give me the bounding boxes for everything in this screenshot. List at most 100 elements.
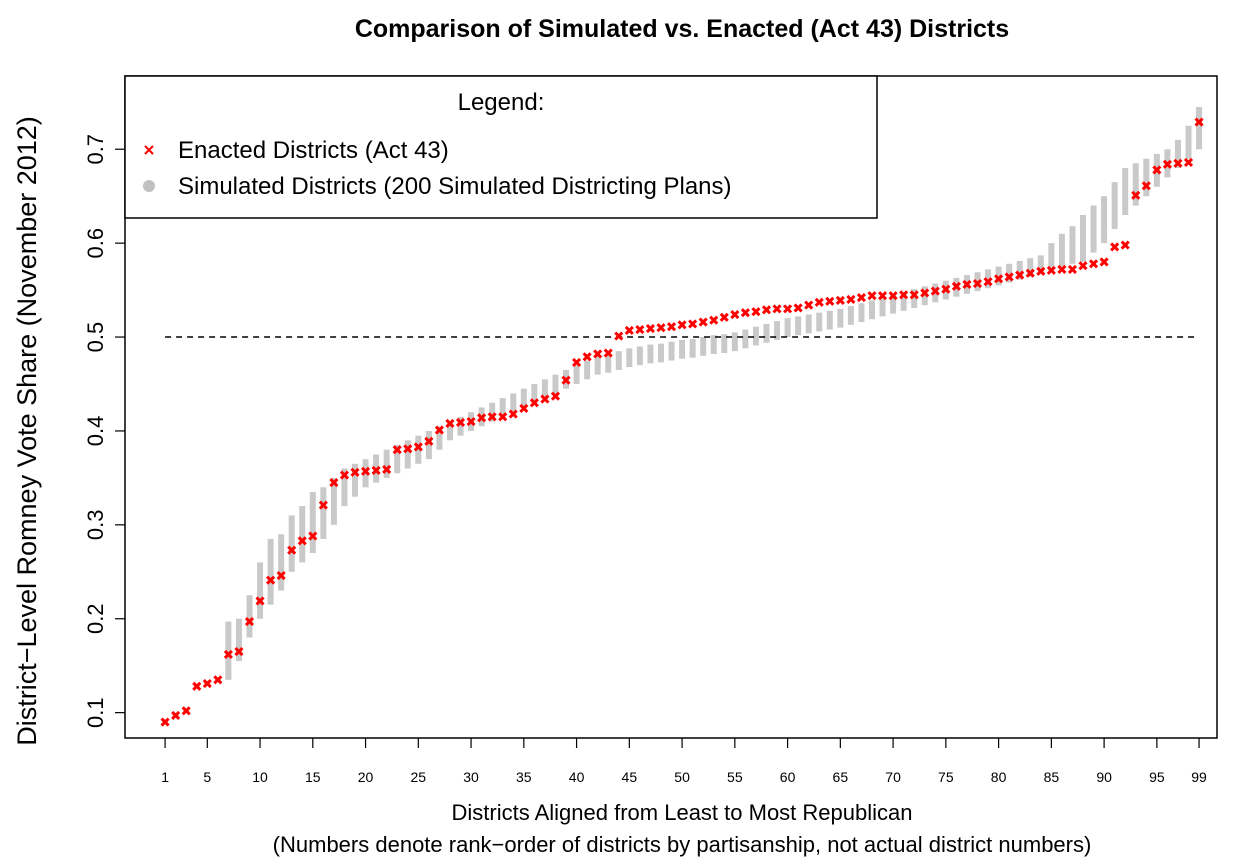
simulated-range — [721, 334, 728, 354]
x-tick-label: 75 — [938, 769, 954, 785]
enacted-point — [751, 307, 761, 317]
simulated-range — [394, 445, 401, 474]
legend-box — [124, 75, 878, 219]
enacted-point — [761, 305, 772, 315]
x-tick-label: 95 — [1149, 769, 1165, 785]
simulated-range — [710, 335, 717, 354]
enacted-point — [360, 466, 371, 476]
enacted-point — [877, 291, 888, 301]
y-tick-label: 0.2 — [83, 603, 108, 634]
simulated-range — [1132, 163, 1139, 206]
y-tick-label: 0.1 — [83, 697, 108, 728]
x-axis-label: Districts Aligned from Least to Most Rep… — [452, 800, 913, 825]
enacted-point — [266, 575, 276, 585]
x-tick-label: 50 — [674, 769, 690, 785]
enacted-point — [1067, 264, 1078, 274]
enacted-point — [1141, 181, 1151, 191]
simulated-range — [1185, 125, 1192, 159]
enacted-point — [434, 425, 444, 435]
enacted-point — [856, 293, 867, 303]
enacted-point — [688, 319, 698, 329]
enacted-point — [994, 274, 1004, 284]
enacted-point — [181, 706, 191, 716]
enacted-point — [962, 279, 972, 290]
simulated-range — [584, 360, 591, 380]
simulated-range — [657, 343, 664, 363]
simulated-range — [457, 416, 464, 436]
enacted-point — [371, 465, 381, 475]
enacted-point — [899, 290, 909, 300]
enacted-point — [603, 348, 613, 358]
simulated-range — [1196, 106, 1203, 150]
simulated-range — [309, 491, 316, 554]
x-tick-label: 60 — [780, 769, 796, 785]
enacted-point — [1120, 240, 1130, 250]
legend-simulated-label: Simulated Districts (200 Simulated Distr… — [178, 173, 732, 200]
simulated-range — [879, 297, 886, 317]
simulated-range — [816, 312, 823, 332]
simulated-range — [499, 398, 506, 417]
enacted-point — [1194, 117, 1204, 127]
enacted-point — [909, 290, 919, 300]
simulated-range — [299, 506, 306, 563]
simulated-range — [700, 337, 707, 356]
enacted-point — [867, 291, 877, 301]
enacted-point — [719, 312, 729, 322]
enacted-point — [234, 647, 244, 657]
enacted-point — [255, 596, 265, 606]
enacted-point — [477, 413, 487, 423]
x-tick-label: 1 — [161, 769, 169, 785]
enacted-point — [1004, 272, 1014, 282]
simulated-range — [352, 463, 359, 497]
simulated-range — [1080, 214, 1087, 262]
legend-enacted-label: Enacted Districts (Act 43) — [178, 137, 449, 164]
enacted-point — [213, 675, 223, 685]
enacted-point — [1131, 190, 1141, 200]
x-tick-label: 15 — [305, 769, 321, 785]
x-tick-label: 10 — [252, 769, 268, 785]
enacted-point — [1183, 157, 1194, 167]
simulated-range — [647, 344, 654, 364]
enacted-point — [814, 297, 824, 307]
y-tick-label: 0.5 — [83, 322, 108, 353]
simulated-range — [541, 379, 548, 399]
simulated-range — [415, 435, 422, 464]
simulated-range — [1058, 233, 1065, 267]
y-tick-label: 0.6 — [83, 228, 108, 259]
x-tick-label: 55 — [727, 769, 743, 785]
x-tick-label: 5 — [203, 769, 211, 785]
simulated-range — [520, 388, 527, 408]
simulated-range — [278, 534, 285, 591]
simulated-range — [1122, 168, 1129, 215]
enacted-point — [287, 545, 297, 555]
legend-enacted-symbol — [144, 145, 154, 155]
enacted-point — [1025, 268, 1035, 278]
simulated-range — [1069, 226, 1076, 264]
simulated-range — [1174, 139, 1181, 169]
simulated-range — [911, 289, 918, 308]
enacted-point — [171, 710, 181, 721]
simulated-range — [425, 430, 432, 460]
simulated-range — [225, 621, 232, 680]
simulated-range — [615, 351, 622, 370]
enacted-point — [466, 416, 476, 427]
simulated-range — [257, 562, 264, 619]
simulated-range — [288, 515, 295, 572]
enacted-point — [297, 536, 307, 546]
enacted-point — [382, 464, 392, 475]
enacted-point — [445, 418, 455, 428]
enacted-point — [455, 417, 466, 428]
enacted-point — [582, 352, 592, 362]
simulated-range — [341, 468, 348, 507]
enacted-point — [1110, 242, 1120, 252]
simulated-range — [868, 300, 875, 320]
enacted-point — [1152, 165, 1162, 175]
legend-title: Legend: — [458, 89, 545, 116]
simulated-range — [552, 374, 559, 394]
legend: Legend: Enacted Districts (Act 43) Simulat… — [124, 75, 878, 219]
enacted-point — [835, 295, 845, 305]
enacted-point — [740, 308, 750, 318]
y-tick-label: 0.3 — [83, 510, 108, 541]
enacted-point — [1015, 270, 1025, 280]
